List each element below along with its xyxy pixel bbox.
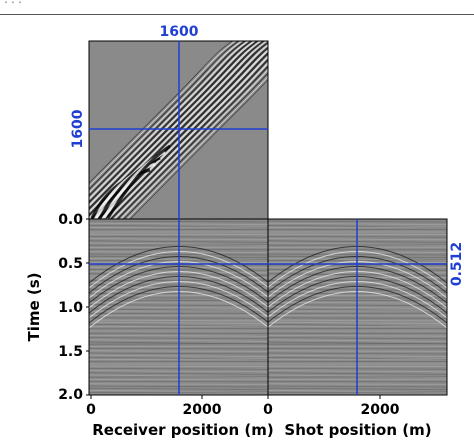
top-panel-band: [129, 79, 268, 219]
top-panel-band: [126, 75, 268, 219]
top-panel-band: [123, 72, 268, 219]
receiver-tick-2000: 2000: [183, 402, 222, 418]
top-panel-band: [89, 41, 243, 194]
time-tick-2: 1.0: [58, 300, 83, 316]
top-panel-band: [103, 51, 268, 219]
receiver-axis-label: Receiver position (m): [92, 421, 273, 439]
time-axis: 0.0 0.5 1.0 1.5 2.0 Time (s): [25, 212, 89, 403]
crosshairs: [89, 41, 447, 395]
shot-tick-2000: 2000: [361, 402, 400, 418]
top-panel-band: [89, 41, 237, 187]
time-tick-0: 0.0: [58, 212, 83, 228]
header-divider: [0, 14, 474, 15]
time-tick-4: 2.0: [58, 387, 83, 403]
top-panel-band: [89, 41, 260, 211]
top-panel-band: [99, 48, 268, 219]
time-tick-1: 0.5: [58, 256, 83, 272]
top-panel-band: [113, 61, 268, 219]
top-panel-band: [106, 55, 268, 219]
time-tick-3: 1.5: [58, 344, 83, 360]
top-panel-band: [89, 41, 233, 184]
receiver-tick-0: 0: [86, 402, 96, 418]
top-panel-band: [89, 41, 247, 197]
shot-tick-0: 0: [263, 402, 273, 418]
top-panel-band: [89, 41, 257, 208]
top-panel-band: [119, 68, 268, 219]
annotation-receiver-1600: 1600: [160, 24, 199, 40]
shot-axis-label: Shot position (m): [284, 421, 431, 439]
annotation-shot-1600: 1600: [70, 109, 86, 148]
top-panel-curve: [106, 144, 171, 219]
annotation-time-0512: 0.512: [449, 242, 465, 286]
receiver-axis: 0 2000 Receiver position (m): [86, 395, 274, 439]
top-panel-band: [116, 65, 268, 219]
top-panel-band: [89, 41, 254, 204]
top-panel-band: [109, 58, 268, 219]
running-head: ...: [3, 0, 25, 6]
time-axis-label: Time (s): [25, 272, 43, 341]
top-panel: [89, 41, 268, 219]
shot-axis: 0 2000 Shot position (m): [263, 395, 432, 439]
